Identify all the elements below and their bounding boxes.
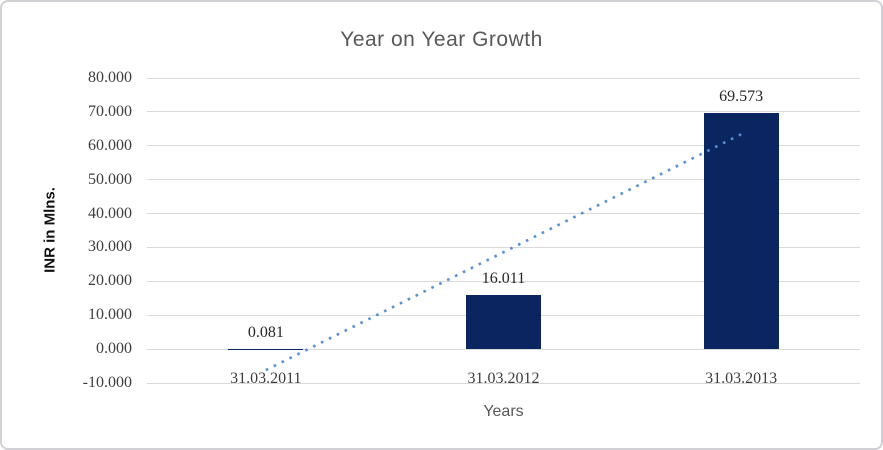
y-tick-label: 20.000 bbox=[88, 272, 132, 290]
y-tick-label: 70.000 bbox=[88, 102, 132, 120]
gridline bbox=[147, 77, 860, 79]
x-axis-title: Years bbox=[483, 403, 524, 420]
chart-title: Year on Year Growth bbox=[340, 28, 543, 51]
y-tick-label: 0.000 bbox=[96, 340, 132, 358]
bar-31.03.2013 bbox=[703, 113, 779, 350]
y-tick-label: -10.000 bbox=[82, 374, 132, 391]
y-tick-label: 50.000 bbox=[88, 170, 132, 188]
x-category-label: 31.03.2013 bbox=[705, 370, 778, 387]
gridline bbox=[147, 111, 860, 113]
data-label: 0.081 bbox=[247, 323, 284, 341]
y-tick-label: 30.000 bbox=[88, 238, 132, 256]
x-category-label: 31.03.2011 bbox=[230, 370, 302, 387]
x-category-label: 31.03.2012 bbox=[467, 370, 540, 387]
gridline bbox=[147, 382, 860, 384]
y-tick-label: 10.000 bbox=[88, 306, 132, 324]
bar-31.03.2012 bbox=[466, 294, 541, 350]
data-label: 69.573 bbox=[719, 88, 764, 106]
y-axis-title: INR in Mlns. bbox=[41, 187, 59, 273]
data-label: 16.011 bbox=[481, 269, 526, 287]
y-tick-label: 40.000 bbox=[88, 204, 132, 222]
y-tick-label: 80.000 bbox=[88, 69, 132, 86]
y-tick-label: 60.000 bbox=[88, 136, 132, 154]
